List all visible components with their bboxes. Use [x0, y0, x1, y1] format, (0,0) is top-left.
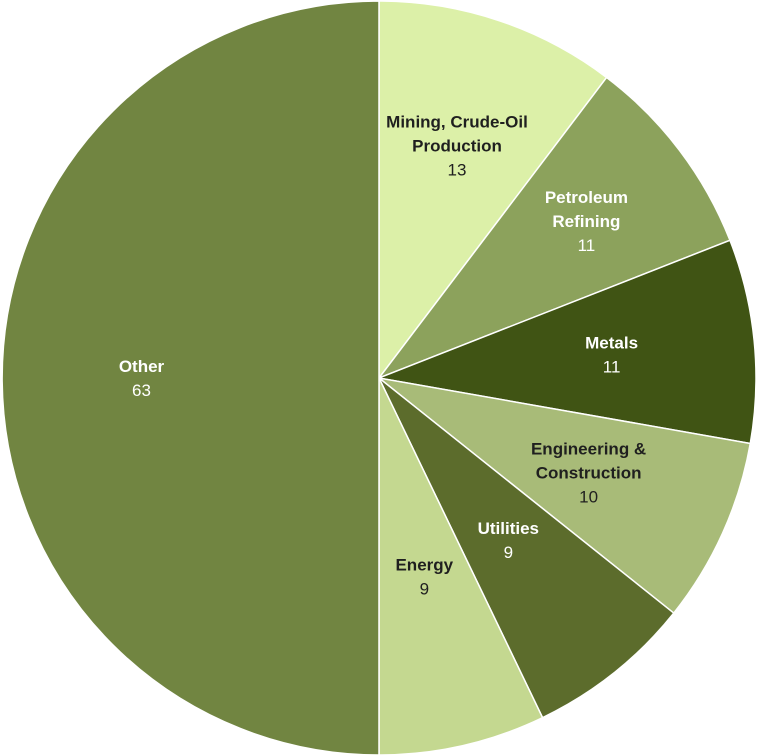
pie-slice-engineering-construction: [378, 377, 752, 615]
pie-slice-mining-crude-oil-production: [378, 0, 608, 381]
slice-value-utilities: 9: [504, 543, 513, 562]
slice-name-engineering-construction: Construction: [536, 464, 642, 483]
pie-slice-utilities: [378, 377, 675, 719]
slice-value-metals: 11: [603, 358, 621, 377]
slice-name-utilities: Utilities: [478, 519, 539, 538]
slice-label-petroleum-refining: Petroleum Refining 11: [545, 188, 628, 255]
slice-name-petroleum-refining: Refining: [552, 212, 620, 231]
slice-name-energy: Energy: [395, 556, 453, 575]
pie-slice-other: [1, 0, 380, 756]
slice-value-energy: 9: [420, 580, 429, 599]
slice-name-engineering-construction: Engineering &: [531, 440, 646, 459]
slice-value-petroleum-refining: 11: [578, 236, 596, 255]
slice-name-other: Other: [119, 357, 165, 376]
slice-name-petroleum-refining: Petroleum: [545, 188, 628, 207]
slice-label-energy: Energy 9: [395, 556, 453, 599]
slice-label-utilities: Utilities 9: [478, 519, 539, 562]
slice-label-mining-crude-oil-production: Mining, Crude-Oil Production 13: [386, 113, 528, 180]
pie-slice-petroleum-refining: [376, 76, 731, 380]
pie-slice-metals: [376, 239, 757, 445]
slice-label-metals: Metals 11: [585, 334, 638, 377]
slice-value-engineering-construction: 10: [579, 488, 598, 507]
slice-label-other: Other 63: [119, 357, 165, 400]
slice-value-other: 63: [132, 381, 151, 400]
slice-label-engineering-construction: Engineering & Construction 10: [531, 440, 646, 507]
pie-slice-energy: [378, 377, 544, 756]
pie-labels: Mining, Crude-Oil Production 13 Petroleum Re…: [119, 113, 646, 599]
slice-value-mining-crude-oil-production: 13: [448, 161, 467, 180]
slice-name-metals: Metals: [585, 334, 638, 353]
slice-name-mining-crude-oil-production: Mining, Crude-Oil: [386, 113, 528, 132]
slice-name-mining-crude-oil-production: Production: [412, 137, 502, 156]
